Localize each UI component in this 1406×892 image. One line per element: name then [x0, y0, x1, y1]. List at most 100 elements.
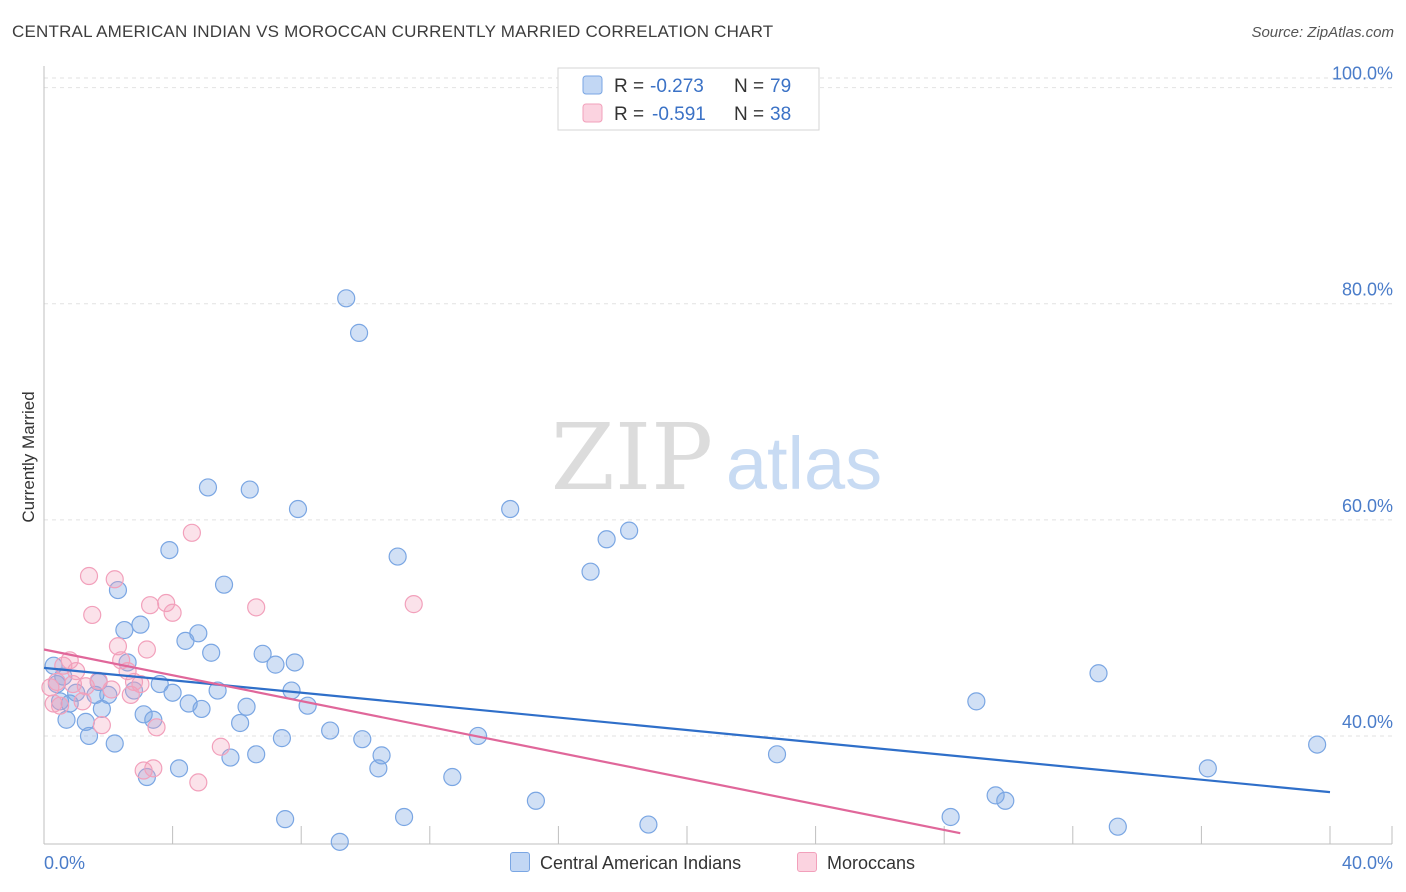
gridlines	[44, 77, 1392, 737]
data-point	[941, 807, 960, 827]
data-point	[266, 655, 285, 674]
y-tick-label: 40.0%	[1342, 712, 1393, 732]
data-point	[501, 499, 520, 519]
data-point	[83, 605, 102, 625]
x-tick-label: 40.0%	[1342, 853, 1393, 873]
data-point	[134, 705, 153, 724]
y-axis-label: Currently Married	[19, 391, 38, 522]
data-point	[214, 575, 234, 594]
data-point	[231, 713, 250, 733]
data-point	[388, 547, 407, 566]
x-tick-label: 0.0%	[44, 853, 85, 873]
legend-item-central-american-indians: Central American Indians	[510, 852, 741, 874]
tick-labels: 40.0% 60.0% 80.0% 100.0% 0.0% 40.0%	[44, 64, 1393, 873]
data-point	[288, 499, 308, 519]
axes	[43, 66, 1393, 845]
data-point	[99, 685, 118, 704]
data-point	[189, 624, 208, 643]
data-point	[157, 593, 176, 613]
watermark: ZIP atlas	[551, 404, 882, 511]
data-point	[253, 644, 272, 663]
data-point	[211, 737, 230, 756]
legend-stats: R = -0.273 N = 79 R = -0.591 N = 38	[557, 67, 820, 131]
data-point	[620, 521, 639, 540]
y-tick-label: 60.0%	[1342, 496, 1393, 516]
data-point	[108, 580, 128, 600]
data-point	[353, 730, 372, 749]
data-point	[140, 596, 160, 615]
data-point	[967, 692, 986, 711]
data-point	[163, 683, 182, 702]
legend-r-value: -0.591	[652, 104, 706, 125]
data-point	[247, 598, 266, 617]
legend-n-label: N =	[734, 104, 764, 125]
watermark-atlas: atlas	[726, 422, 882, 505]
data-point	[1198, 759, 1217, 778]
trend-lines	[43, 648, 1331, 835]
data-point	[115, 620, 134, 640]
data-point	[394, 807, 414, 827]
data-point	[240, 480, 259, 499]
trend-line	[43, 666, 1331, 794]
data-point	[108, 637, 128, 656]
data-point	[247, 745, 266, 764]
data-point	[105, 570, 124, 589]
data-point	[272, 729, 292, 748]
data-point	[79, 566, 99, 586]
legend-n-value: 79	[770, 76, 791, 97]
y-tick-label: 100.0%	[1332, 64, 1393, 84]
data-point	[50, 696, 70, 715]
data-point	[198, 478, 218, 497]
data-point	[137, 640, 156, 659]
series-central-american-indians	[44, 289, 1327, 851]
y-tick-label: 80.0%	[1342, 280, 1393, 300]
data-point	[163, 603, 182, 622]
data-point	[105, 734, 124, 753]
data-point	[1308, 735, 1327, 754]
legend-item-moroccans: Moroccans	[797, 852, 915, 874]
trend-line	[43, 648, 961, 835]
data-point	[330, 832, 349, 851]
data-point	[767, 745, 787, 764]
data-point	[92, 716, 111, 735]
data-point	[131, 674, 150, 694]
series-moroccans	[41, 523, 423, 792]
data-point	[986, 786, 1005, 805]
data-point	[147, 718, 166, 737]
data-point	[237, 697, 256, 716]
chart-title: CENTRAL AMERICAN INDIAN VS MOROCCAN CURR…	[12, 22, 774, 41]
data-point	[202, 643, 221, 662]
legend-r-label: R =	[614, 104, 644, 125]
data-point	[321, 721, 340, 740]
legend-swatch-pink	[582, 103, 603, 123]
legend-r-value: -0.273	[650, 76, 704, 97]
data-point	[189, 773, 208, 792]
legend-label: Moroccans	[827, 853, 916, 873]
data-point	[208, 681, 227, 700]
data-point	[182, 523, 201, 542]
data-point	[443, 767, 462, 787]
source-label: Source: ZipAtlas.com	[1251, 24, 1394, 41]
data-point	[1089, 664, 1108, 683]
legend-swatch-blue	[582, 75, 603, 95]
legend-swatch-blue	[510, 852, 530, 872]
data-point	[169, 759, 189, 778]
watermark-zip: ZIP	[551, 404, 713, 511]
data-point	[1108, 817, 1127, 836]
data-point	[276, 810, 295, 829]
data-point	[349, 323, 369, 342]
data-point	[192, 699, 211, 719]
data-point	[144, 759, 163, 778]
data-point	[47, 672, 66, 692]
data-point	[285, 653, 304, 672]
data-point	[79, 726, 99, 746]
data-point	[73, 692, 92, 711]
legend-n-value: 38	[770, 104, 791, 125]
data-point	[639, 815, 658, 834]
data-point	[131, 615, 150, 634]
data-point	[160, 540, 179, 560]
data-point	[404, 595, 423, 614]
data-point	[996, 791, 1015, 810]
data-point	[372, 746, 391, 765]
